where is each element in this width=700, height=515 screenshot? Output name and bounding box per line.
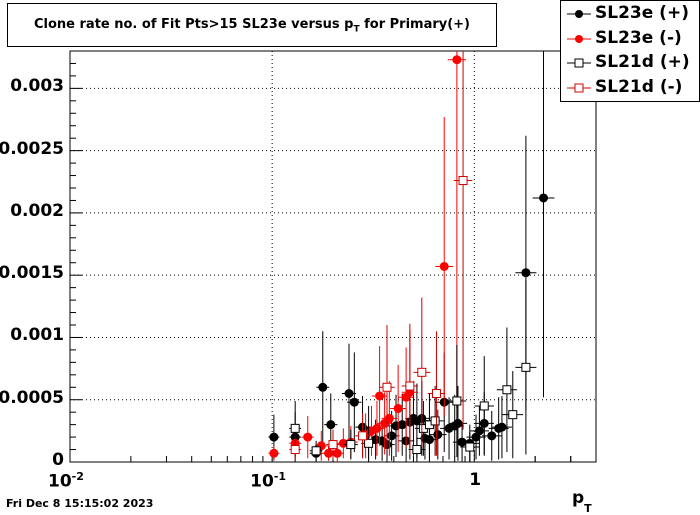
legend-label: SL21d (-) [595, 76, 683, 97]
y-tick-label: 0.0015 [0, 263, 64, 284]
legend-marker [567, 58, 591, 68]
data-point [452, 55, 462, 65]
x-tick-label: 1 [469, 470, 481, 490]
legend: SL23e (+) SL23e (-) SL21d (+) SL21d (-) [560, 0, 700, 102]
legend-marker-symbol [575, 34, 583, 43]
data-point [508, 410, 518, 420]
x-tick-label: 10-2 [48, 470, 84, 492]
chart-title-sub: T [353, 24, 360, 35]
data-point [479, 401, 489, 411]
data-point [326, 420, 336, 430]
x-tick-label: 10-1 [250, 470, 286, 492]
x-tick-label-base: 1 [469, 470, 482, 490]
data-point [311, 446, 321, 456]
y-tick-label: 0.001 [10, 325, 64, 346]
x-axis-label-main: p [572, 488, 585, 508]
chart-title-main: Clone rate no. of Fit Pts>15 SL23e versu… [33, 17, 354, 32]
data-point [349, 397, 359, 407]
x-tick-label-base: 10 [48, 471, 72, 492]
data-point [487, 431, 497, 441]
data-point [458, 176, 468, 186]
data-point [364, 438, 374, 448]
legend-label: SL23e (+) [595, 3, 689, 23]
series-layer [268, 51, 555, 462]
legend-label: SL21d (+) [595, 52, 690, 72]
data-point [433, 430, 443, 440]
data-point [430, 416, 440, 426]
grid-lines [69, 51, 596, 463]
legend-entry: SL21d (-) [561, 76, 700, 100]
x-tick-label-exponent: -1 [273, 470, 287, 483]
data-point [303, 432, 313, 442]
legend-entry: SL21d (+) [561, 51, 700, 75]
series-sl23e- [268, 51, 555, 462]
y-tick-label: 0.002 [10, 200, 64, 221]
chart-title-box: Clone rate no. of Fit Pts>15 SL23e versu… [7, 3, 497, 47]
data-point [453, 418, 463, 428]
data-point [346, 440, 356, 450]
data-point [405, 381, 415, 391]
data-point [457, 437, 467, 447]
chart-title-tail: for Primary(+) [359, 17, 471, 32]
legend-marker-symbol [574, 58, 584, 68]
data-point [539, 193, 549, 203]
data-point [439, 261, 449, 271]
data-point [412, 445, 422, 455]
legend-entry: SL23e (-) [561, 27, 700, 51]
legend-marker-symbol [575, 10, 583, 18]
legend-entry: SL23e (+) [561, 2, 700, 26]
data-point [393, 403, 403, 413]
series-sl21d- [289, 51, 473, 461]
legend-marker [567, 83, 591, 92]
data-point [521, 268, 531, 278]
data-point [338, 438, 348, 448]
legend-marker-symbol [574, 83, 584, 92]
data-point [358, 431, 368, 441]
y-tick-label: 0.0005 [0, 387, 64, 408]
data-point [375, 391, 385, 401]
series-sl23e- [268, 51, 467, 462]
data-point [431, 389, 441, 398]
data-point [474, 426, 484, 436]
data-point [269, 448, 279, 458]
data-point [328, 440, 338, 450]
data-point [417, 367, 427, 377]
data-point [387, 431, 397, 441]
data-point [290, 423, 300, 433]
data-point [452, 396, 462, 406]
x-tick-label-base: 10 [250, 471, 274, 492]
data-point [502, 385, 512, 395]
data-point [344, 389, 354, 398]
legend-marker [567, 10, 591, 18]
plot-area-border [69, 50, 597, 463]
x-axis-label: pT [572, 488, 592, 515]
series-sl21d- [289, 280, 537, 462]
data-point [290, 445, 300, 455]
data-point [269, 432, 279, 442]
legend-marker [567, 34, 591, 43]
data-point [318, 382, 328, 392]
y-tick-label: 0 [52, 450, 64, 470]
chart-title: Clone rate no. of Fit Pts>15 SL23e versu… [8, 17, 496, 35]
timestamp: Fri Dec 8 15:15:02 2023 [6, 497, 154, 510]
data-point [382, 382, 392, 392]
data-point [332, 448, 342, 458]
y-tick-label: 0.0025 [0, 138, 64, 159]
data-point [372, 423, 382, 433]
data-point [521, 362, 531, 372]
data-point [497, 422, 507, 432]
x-axis-label-sub: T [584, 502, 592, 515]
data-point [465, 442, 475, 452]
y-tick-label: 0.003 [10, 76, 64, 97]
legend-label: SL23e (-) [595, 27, 682, 48]
x-tick-label-exponent: -2 [71, 470, 84, 483]
plot-frame [69, 50, 597, 463]
